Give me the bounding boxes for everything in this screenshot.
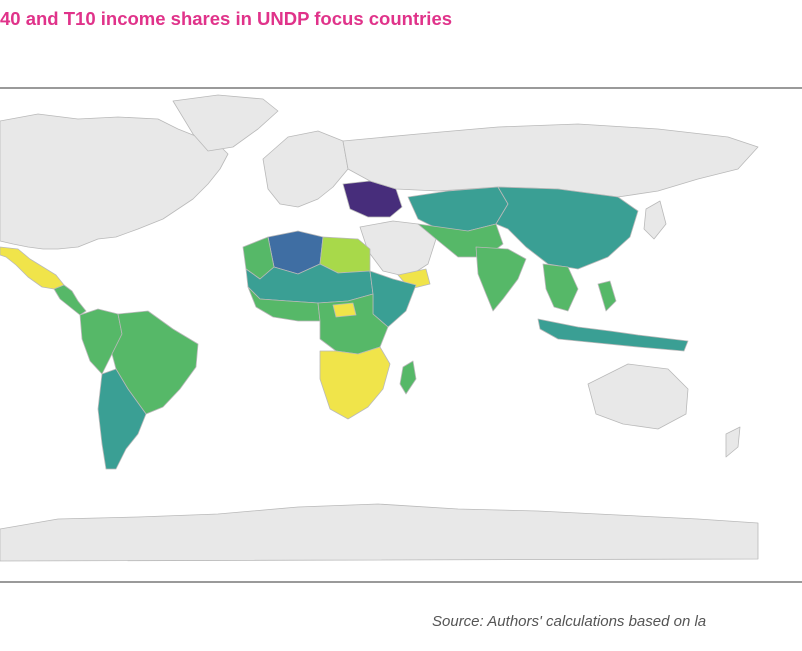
country-japan [643,200,667,240]
country-central-african-republic [332,302,357,318]
country-north-america [0,113,229,250]
map-title: 40 and T10 income shares in UNDP focus c… [0,8,453,29]
region-south-america-east [111,310,199,415]
region-southern-africa [319,346,391,420]
world-map-svg [0,94,759,562]
country-greenland [172,94,279,152]
country-mexico [0,246,65,290]
region-central-america [53,284,87,316]
region-europe [262,130,349,208]
region-antarctica [0,503,759,562]
country-australia [587,363,689,430]
country-india [475,246,527,312]
country-madagascar [399,360,417,395]
country-russia [342,123,759,198]
region-southeast-asia [542,263,579,312]
country-philippines [597,280,617,312]
region-middle-east [359,220,437,278]
source-note: Source: Authors' calculations based on l… [432,613,707,630]
region-indonesia [537,318,689,352]
region-southern-cone [97,368,147,470]
country-new-zealand [725,426,741,458]
world-map [0,87,802,583]
